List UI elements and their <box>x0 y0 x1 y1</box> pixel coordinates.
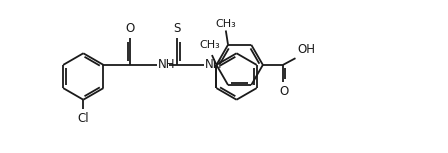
Text: OH: OH <box>297 43 315 56</box>
Text: CH₃: CH₃ <box>215 19 236 29</box>
Text: NH: NH <box>205 58 223 71</box>
Text: CH₃: CH₃ <box>199 40 220 50</box>
Text: S: S <box>173 22 181 35</box>
Text: Cl: Cl <box>78 112 89 125</box>
Text: O: O <box>279 85 289 98</box>
Text: NH: NH <box>158 58 176 71</box>
Text: O: O <box>125 22 135 35</box>
